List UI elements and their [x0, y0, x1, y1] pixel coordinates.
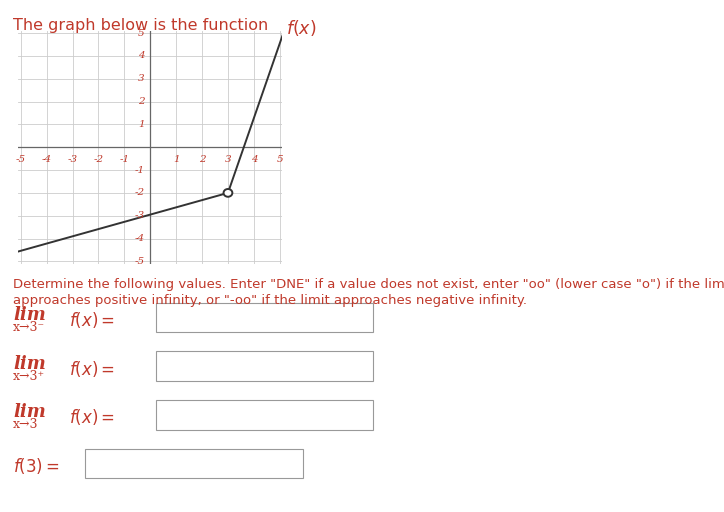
Text: -5: -5: [135, 257, 145, 266]
Text: x→3⁻: x→3⁻: [13, 321, 45, 334]
Text: -4: -4: [135, 234, 145, 243]
Text: 2: 2: [138, 97, 145, 106]
Text: 2: 2: [198, 155, 206, 163]
Text: 5: 5: [277, 155, 283, 163]
Text: -2: -2: [93, 155, 104, 163]
Text: lim: lim: [13, 354, 46, 373]
Text: $f(x) =$: $f(x) =$: [69, 407, 115, 428]
Text: $f(x)$: $f(x)$: [286, 18, 316, 38]
Circle shape: [224, 189, 232, 197]
Text: -5: -5: [16, 155, 26, 163]
Text: $f(x) =$: $f(x) =$: [69, 310, 115, 330]
Text: lim: lim: [13, 306, 46, 324]
Text: $f(x) =$: $f(x) =$: [69, 358, 115, 379]
Text: -1: -1: [119, 155, 130, 163]
Text: -4: -4: [41, 155, 51, 163]
Text: -3: -3: [67, 155, 77, 163]
Text: The graph below is the function: The graph below is the function: [13, 18, 274, 33]
Text: Determine the following values. Enter "DNE" if a value does not exist, enter "oo: Determine the following values. Enter "D…: [13, 278, 724, 291]
Text: lim: lim: [13, 403, 46, 421]
Text: 1: 1: [138, 120, 145, 129]
Text: 3: 3: [138, 74, 145, 83]
Text: 5: 5: [138, 29, 145, 37]
Text: -2: -2: [135, 188, 145, 198]
Text: 1: 1: [173, 155, 180, 163]
Text: 4: 4: [251, 155, 257, 163]
Text: -1: -1: [135, 165, 145, 175]
Text: -3: -3: [135, 211, 145, 220]
Text: 3: 3: [224, 155, 231, 163]
Text: x→3: x→3: [13, 418, 38, 432]
Text: 4: 4: [138, 51, 145, 60]
Text: approaches positive infinity, or "-oo" if the limit approaches negative infinity: approaches positive infinity, or "-oo" i…: [13, 294, 527, 307]
Text: x→3⁺: x→3⁺: [13, 370, 45, 383]
Text: $f(3) =$: $f(3) =$: [13, 456, 60, 476]
